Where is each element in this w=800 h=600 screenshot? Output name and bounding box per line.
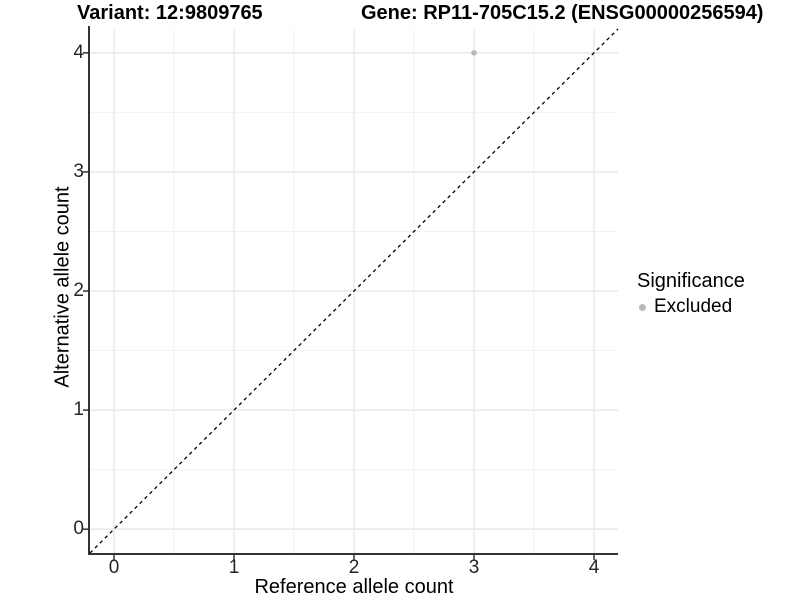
x-tick-label: 3 [468,557,480,578]
legend-entry: Excluded [637,296,745,318]
legend: Significance Excluded [637,270,745,318]
gene-title: Gene: RP11-705C15.2 (ENSG00000256594) [361,2,764,24]
legend-point-icon [639,303,646,311]
y-tick-label: 0 [73,518,84,540]
legend-entries: Excluded [637,296,745,318]
x-axis-title: Reference allele count [254,576,454,598]
legend-title: Significance [637,270,745,292]
y-tick-label: 4 [73,41,84,63]
variant-title: Variant: 12:9809765 [77,2,263,24]
x-tick-label: 0 [108,557,120,578]
data-point [471,50,477,56]
legend-entry-label: Excluded [654,296,733,317]
x-tick-label: 2 [348,557,360,578]
y-tick-label: 3 [73,160,84,182]
y-tick-label: 1 [73,399,84,421]
x-tick-label: 1 [228,557,240,578]
x-tick-label: 4 [588,557,600,578]
identity-dashed-line [89,28,619,554]
y-tick-label: 2 [73,280,84,301]
